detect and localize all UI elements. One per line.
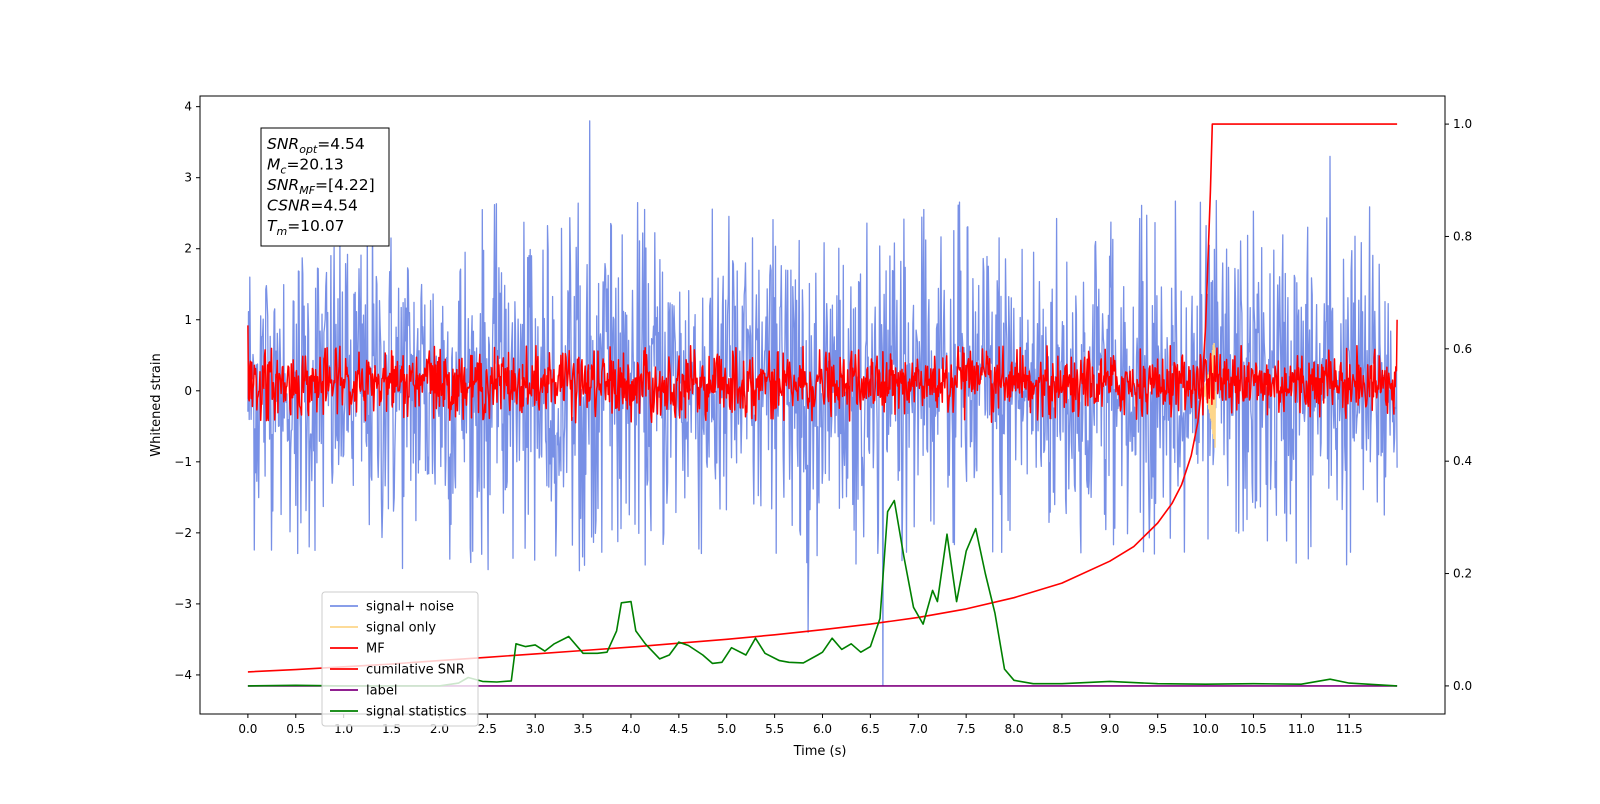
x-tick-label: 9.0 (1100, 722, 1119, 736)
y-axis-label: Whitened strain (149, 353, 164, 456)
legend-label: cumilative SNR (366, 663, 465, 678)
x-tick-label: 6.5 (861, 722, 880, 736)
x-tick-label: 5.5 (765, 722, 784, 736)
annotation-line: SNRMF=[4.22] (267, 176, 375, 197)
x-tick-label: 7.5 (957, 722, 976, 736)
y-tick-label: 3 (184, 171, 192, 185)
x-tick-label: 5.0 (717, 722, 736, 736)
x-tick-label: 11.0 (1288, 722, 1315, 736)
x-tick-label: 8.5 (1052, 722, 1071, 736)
x-tick-label: 9.5 (1148, 722, 1167, 736)
x-tick-label: 10.5 (1240, 722, 1267, 736)
x-tick-label: 11.5 (1336, 722, 1363, 736)
x-tick-label: 3.0 (526, 722, 545, 736)
x-tick-label: 2.5 (478, 722, 497, 736)
y-tick-label: −1 (174, 455, 192, 469)
x-axis-label: Time (s) (793, 744, 847, 759)
x-tick-label: 6.0 (813, 722, 832, 736)
legend-label: label (366, 684, 397, 699)
y2-axis-ticks: 0.0 0.2 0.4 0.6 0.8 1.0 (1445, 117, 1472, 693)
y-tick-label: 0 (184, 384, 192, 398)
legend: signal+ noise signal only MF cumilative SNR… (322, 592, 478, 726)
x-tick-label: 7.0 (909, 722, 928, 736)
y2-tick-label: 0.8 (1453, 229, 1472, 243)
x-tick-label: 4.5 (669, 722, 688, 736)
y2-tick-label: 0.4 (1453, 454, 1472, 468)
x-tick-label: 4.0 (621, 722, 640, 736)
y-tick-label: 1 (184, 313, 192, 327)
x-tick-label: 3.5 (574, 722, 593, 736)
legend-label: signal only (366, 621, 436, 636)
y2-tick-label: 0.6 (1453, 342, 1472, 356)
x-tick-label: 0.5 (286, 722, 305, 736)
x-tick-label: 10.0 (1192, 722, 1219, 736)
y-tick-label: −2 (174, 526, 192, 540)
y-tick-label: −3 (174, 597, 192, 611)
x-tick-label: 0.0 (238, 722, 257, 736)
annotation-line: Mc=20.13 (267, 156, 344, 177)
legend-label: MF (366, 642, 385, 657)
y2-tick-label: 0.2 (1453, 567, 1472, 581)
y-tick-label: −4 (174, 668, 192, 682)
annotation-line: CSNR=4.54 (267, 197, 358, 215)
legend-label: signal statistics (366, 705, 467, 720)
legend-label: signal+ noise (366, 600, 454, 615)
y-axis-ticks: −4 −3 −2 −1 0 1 2 3 4 (174, 100, 200, 682)
y2-tick-label: 0.0 (1453, 679, 1472, 693)
stats-annotation-box: SNRopt=4.54Mc=20.13SNRMF=[4.22]CSNR=4.54… (261, 128, 389, 246)
y-tick-label: 2 (184, 242, 192, 256)
y2-tick-label: 1.0 (1453, 117, 1472, 131)
x-tick-label: 8.0 (1004, 722, 1023, 736)
y-tick-label: 4 (184, 100, 192, 114)
